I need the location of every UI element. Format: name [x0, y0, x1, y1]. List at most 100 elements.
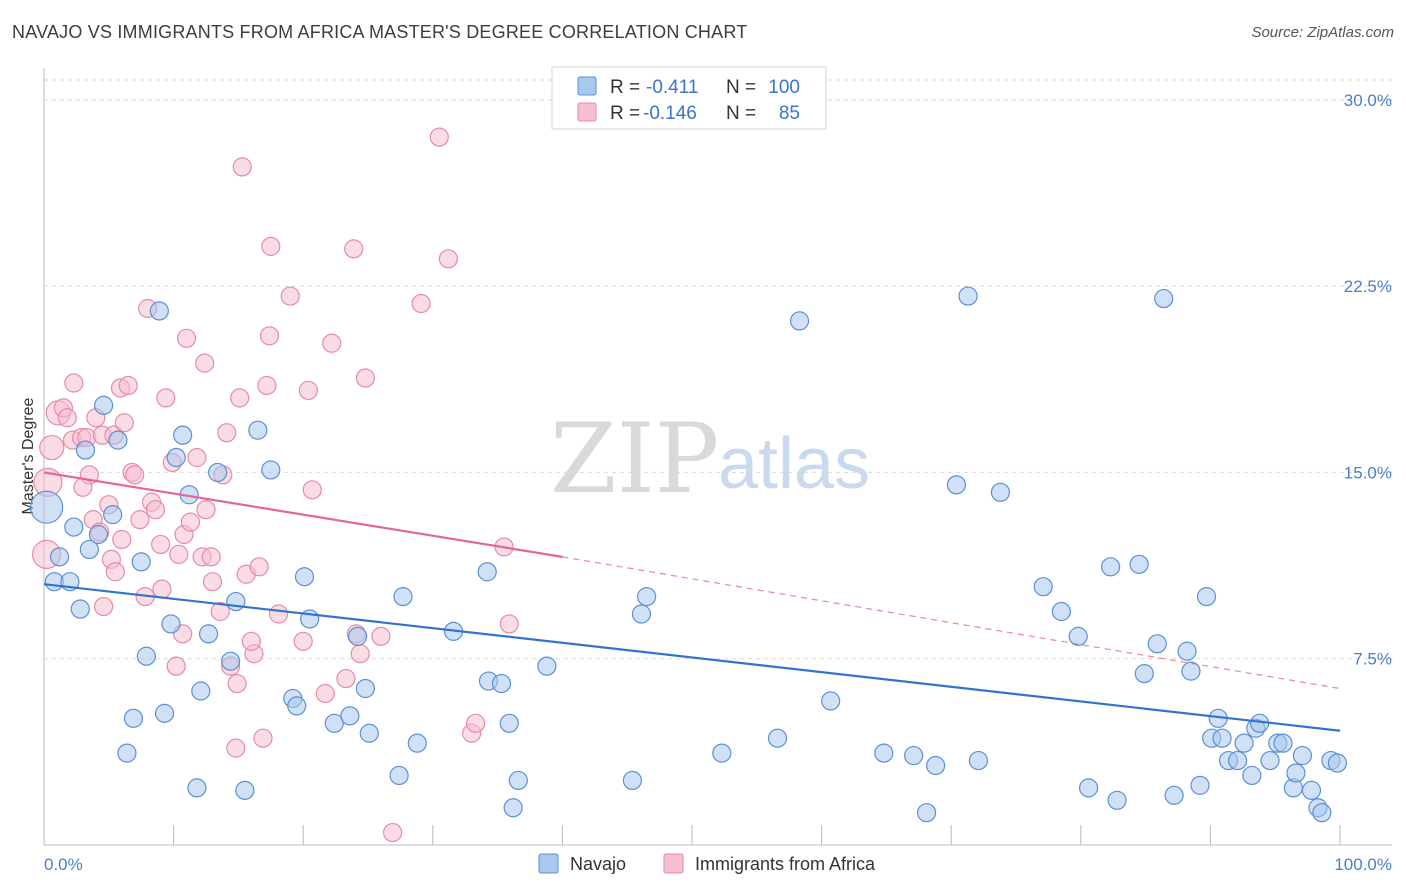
navajo-point — [108, 430, 128, 450]
africa-point — [202, 572, 223, 592]
navajo-point — [1212, 728, 1232, 748]
africa-point — [253, 728, 273, 748]
africa-point — [227, 673, 247, 694]
y-tick-labels: 7.5% 15.0% 22.5% 30.0% — [1344, 91, 1392, 669]
navajo-point — [1228, 750, 1248, 771]
africa-point — [94, 596, 114, 617]
navajo-point — [1312, 803, 1332, 823]
navajo-point — [393, 587, 413, 607]
africa-point — [217, 423, 237, 443]
navajo-point — [946, 475, 966, 495]
navajo-point — [191, 681, 211, 701]
navajo-point — [537, 656, 557, 676]
africa-point — [261, 236, 281, 256]
legend-n-value-1: 100 — [768, 77, 800, 98]
trend-lines — [43, 471, 1341, 732]
navajo-point — [1164, 785, 1184, 805]
legend-r-value-2: -0.146 — [643, 103, 697, 124]
navajo-point — [340, 706, 360, 726]
africa-point — [39, 434, 65, 461]
navajo-point — [904, 745, 924, 766]
navajo-point — [161, 614, 181, 634]
africa-point — [315, 683, 335, 704]
navajo-point — [1273, 733, 1293, 753]
navajo-swatch — [577, 76, 597, 96]
navajo-point — [767, 728, 788, 748]
africa-point — [169, 544, 189, 564]
chart-title: NAVAJO VS IMMIGRANTS FROM AFRICA MASTER'… — [12, 22, 748, 42]
navajo-point — [1196, 587, 1217, 607]
africa-point — [230, 388, 250, 408]
navajo-point — [1177, 641, 1197, 661]
navajo-point — [70, 599, 90, 619]
y-axis-label: Master's Degree — [20, 397, 37, 514]
y-tick-label: 15.0% — [1344, 463, 1392, 482]
watermark-zip: ZIP — [550, 403, 719, 515]
navajo-point — [789, 311, 810, 331]
navajo-point — [88, 524, 109, 545]
navajo-point — [491, 673, 512, 694]
africa-point — [499, 614, 519, 634]
navajo-point — [324, 713, 344, 733]
navajo-point — [166, 447, 186, 468]
navajo-point — [75, 440, 96, 460]
navajo-point — [1327, 753, 1348, 773]
navajo-point — [208, 462, 228, 483]
navajo-point — [958, 286, 978, 306]
navajo-point — [173, 425, 193, 445]
africa-point — [151, 534, 171, 555]
navajo-point — [637, 587, 657, 607]
navajo-point — [477, 562, 497, 582]
navajo-point — [1190, 775, 1210, 795]
navajo-point — [407, 733, 427, 753]
africa-point — [64, 373, 84, 393]
africa-point — [125, 465, 145, 485]
africa-point — [322, 333, 342, 353]
navajo-point — [187, 778, 207, 798]
y-tick-label: 7.5% — [1353, 650, 1392, 669]
navajo-point — [1033, 577, 1053, 597]
legend-box — [551, 66, 827, 130]
legend-n-label-2: N = — [726, 103, 756, 124]
navajo-point — [1292, 745, 1313, 766]
navajo-point — [1129, 554, 1149, 574]
navajo-point — [226, 591, 246, 612]
navajo-point — [916, 803, 937, 823]
navajo-point — [131, 552, 151, 572]
navajo-point — [235, 780, 255, 800]
africa-point — [210, 601, 230, 622]
legend-n-value-2: 85 — [779, 103, 800, 124]
navajo-point — [154, 703, 175, 723]
africa-point — [195, 353, 215, 373]
navajo-point — [123, 708, 144, 728]
navajo-point — [261, 460, 281, 480]
navajo-point — [503, 798, 523, 818]
legend-navajo-swatch — [538, 853, 559, 874]
africa-point — [280, 286, 300, 306]
africa-point — [371, 626, 391, 646]
navajo-point — [990, 482, 1011, 502]
navajo-point — [631, 604, 652, 624]
legend-r-label-2: R = — [610, 103, 640, 124]
africa-point — [259, 326, 280, 346]
navajo-point — [221, 651, 241, 671]
navajo-points — [29, 286, 1348, 823]
navajo-point — [29, 490, 64, 524]
navajo-point — [355, 678, 376, 699]
africa-point — [187, 447, 207, 468]
legend-africa-swatch — [663, 853, 684, 874]
legend-r-value-1: -0.411 — [646, 77, 698, 98]
legend-r-label-1: R = — [610, 77, 640, 98]
x-tick-label: 0.0% — [44, 855, 83, 874]
navajo-point — [79, 539, 99, 560]
navajo-point — [1260, 750, 1280, 771]
africa-point — [355, 368, 376, 388]
africa-point — [429, 127, 449, 147]
navajo-point — [1234, 733, 1254, 753]
africa-point — [293, 631, 313, 651]
correlation-legend: R = -0.411 N = 100 R = -0.146 N = 85 — [551, 66, 827, 130]
navajo-point — [348, 626, 368, 646]
africa-point — [73, 477, 93, 497]
africa-point — [180, 512, 201, 532]
navajo-point — [1068, 626, 1088, 646]
